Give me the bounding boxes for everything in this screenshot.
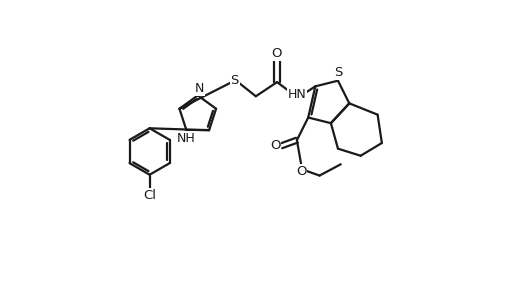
Text: O: O [295,164,306,178]
Text: O: O [269,139,280,152]
Text: N: N [194,82,204,95]
Text: NH: NH [177,132,195,145]
Text: O: O [271,47,281,60]
Text: Cl: Cl [143,188,156,202]
Text: HN: HN [287,88,306,101]
Text: S: S [333,66,341,79]
Text: S: S [230,74,238,87]
